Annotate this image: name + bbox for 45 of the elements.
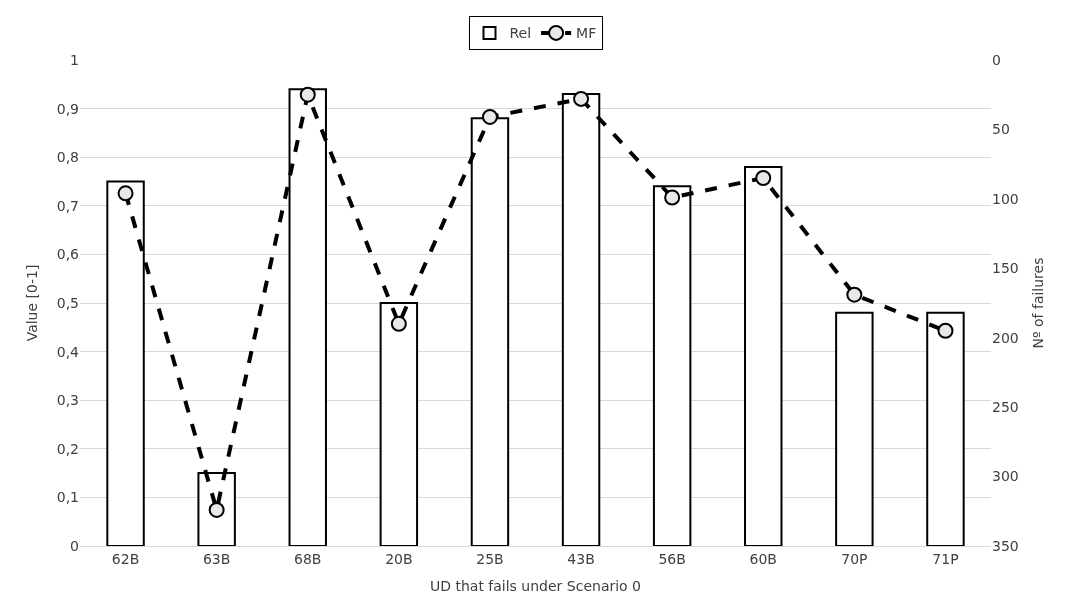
legend-label: MF [576, 25, 597, 42]
bar [835, 311, 874, 546]
y2-tick-label: 200 [992, 329, 1019, 346]
y2-tick-label: 150 [992, 260, 1019, 277]
y-tick-label: 1 [70, 51, 79, 68]
x-tick-label: 68B [294, 550, 322, 567]
x-tick-label: 20B [385, 550, 413, 567]
point [299, 86, 316, 103]
x-tick-label: 43B [567, 550, 595, 567]
x-tick-label: 56B [658, 550, 686, 567]
y2-tick-label: 300 [992, 468, 1019, 485]
x-tick-label: 63B [202, 550, 231, 567]
x-tick-label: 70P [841, 550, 868, 567]
y-tick-label: 0 [70, 537, 79, 554]
y2-axis-title: Nº of failures [1030, 257, 1047, 349]
y-tick-label: 0,4 [56, 343, 80, 360]
point [664, 189, 681, 206]
legend-label: Rel [509, 25, 532, 42]
x-axis-title: UD that fails under Scenario 0 [429, 578, 642, 595]
point [208, 501, 225, 518]
y2-tick-label: 100 [992, 190, 1019, 207]
y-tick-label: 0,6 [56, 246, 80, 263]
y-tick-label: 0,1 [56, 489, 79, 506]
y-tick-label: 0,9 [56, 100, 79, 117]
point [755, 170, 772, 187]
y-tick-label: 0,3 [56, 392, 79, 409]
y2-tick-label: 50 [992, 121, 1010, 138]
y-tick-label: 0,8 [56, 149, 79, 166]
y-tick-label: 0,2 [56, 440, 79, 457]
point [117, 185, 134, 202]
y-axis-title: Value [0-1] [24, 264, 41, 342]
point [390, 315, 407, 332]
point [937, 322, 954, 339]
x-tick-label: 62B [111, 550, 140, 567]
y-tick-label: 0,7 [56, 197, 79, 214]
y2-tick-label: 250 [992, 399, 1019, 416]
y2-tick-label: 350 [992, 537, 1019, 554]
point [846, 286, 863, 303]
point [573, 90, 590, 107]
x-tick-label: 60B [749, 550, 777, 567]
y-tick-label: 0,5 [56, 294, 79, 311]
point [481, 108, 498, 125]
x-tick-label: 25B [476, 550, 504, 567]
y2-tick-label: 0 [992, 51, 1001, 68]
x-tick-label: 71P [932, 550, 959, 567]
